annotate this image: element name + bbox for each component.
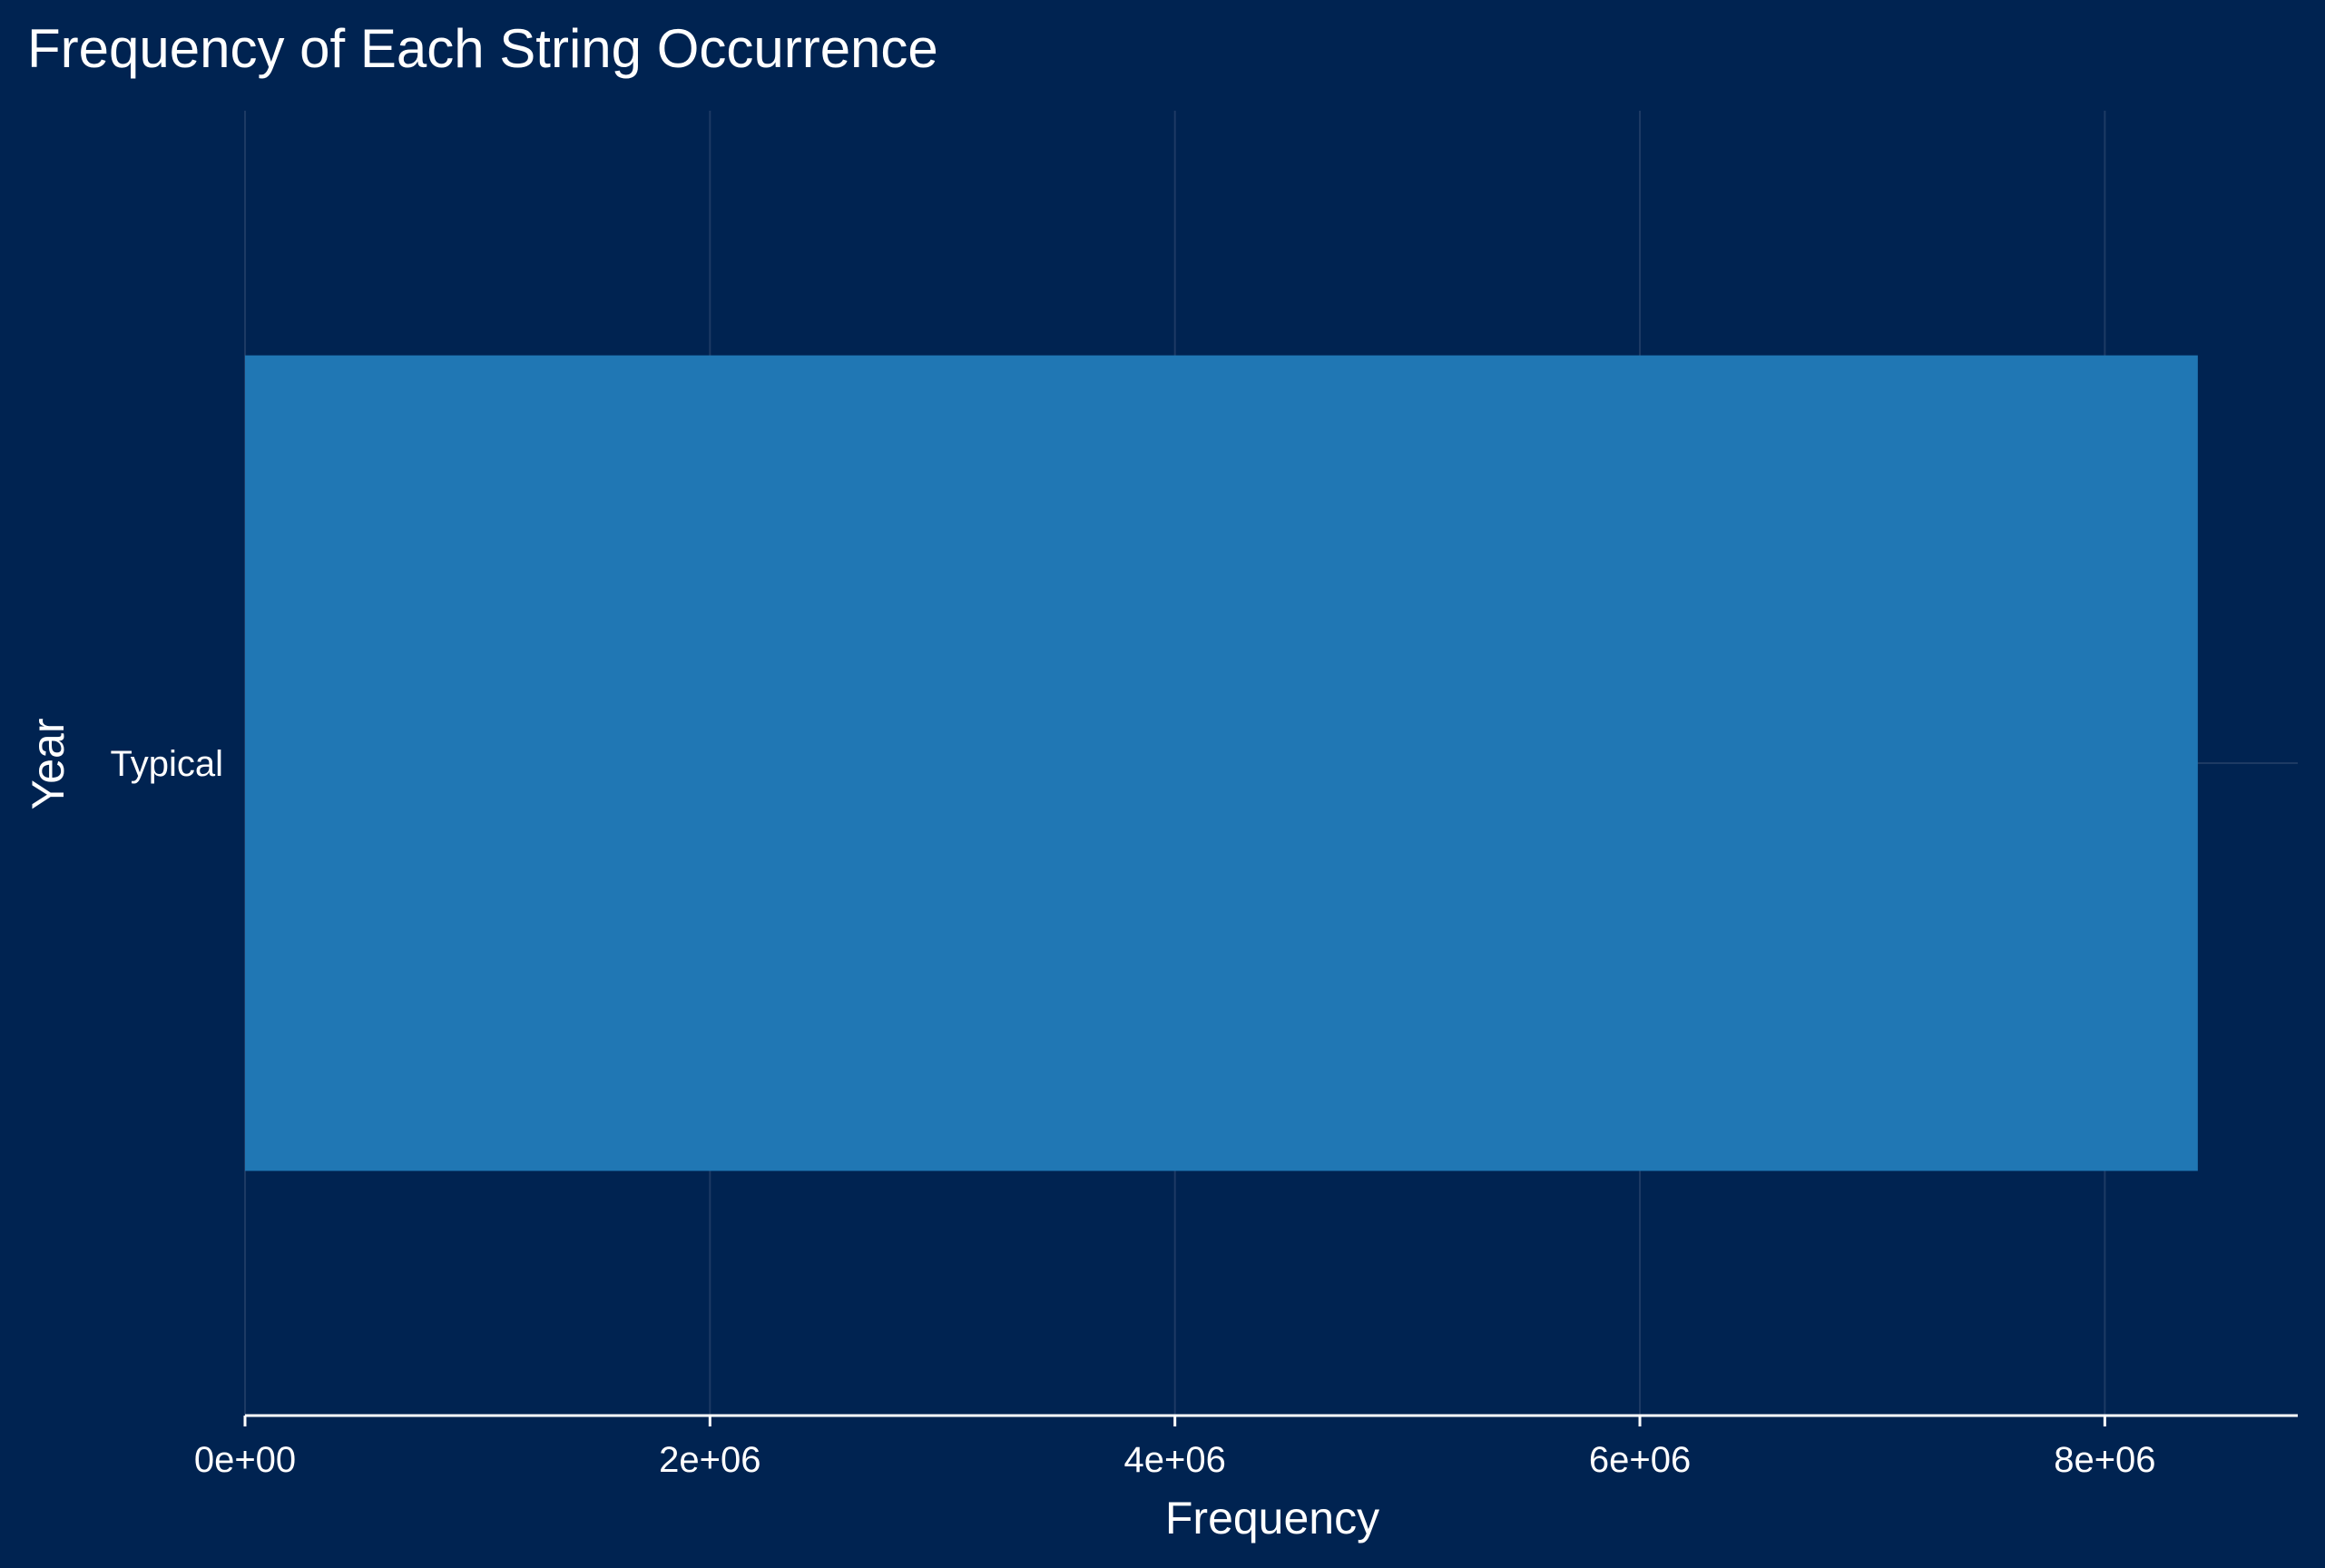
y-axis-label: Year [23, 718, 74, 809]
labels: Frequency of Each String Occurrence Freq… [23, 18, 2156, 1544]
y-tick-label: Typical [111, 744, 224, 784]
bars [245, 355, 2198, 1171]
x-axis [243, 1414, 2298, 1426]
x-tick-label: 2e+06 [659, 1440, 760, 1480]
x-axis-label: Frequency [1165, 1493, 1379, 1544]
bar [245, 355, 2198, 1171]
x-tick-label: 4e+06 [1124, 1440, 1226, 1480]
chart-title: Frequency of Each String Occurrence [27, 18, 938, 79]
x-tick-label: 6e+06 [1589, 1440, 1691, 1480]
x-tick-label: 8e+06 [2054, 1440, 2155, 1480]
x-tick-label: 0e+00 [194, 1440, 296, 1480]
